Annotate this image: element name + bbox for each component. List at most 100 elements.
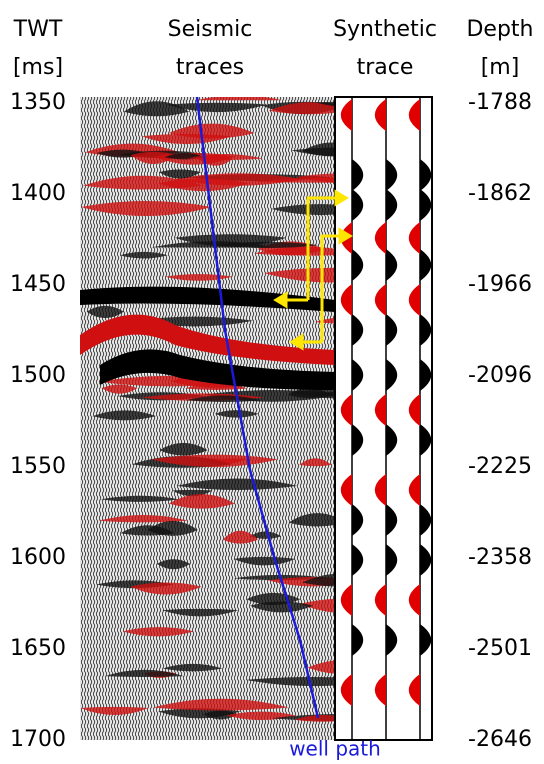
reflector (123, 101, 190, 117)
reflector (166, 102, 267, 113)
reflector (249, 531, 282, 539)
well-path (195, 96, 320, 719)
trace-lobe (352, 314, 364, 346)
reflector (100, 495, 180, 502)
trace-lobe (352, 359, 364, 391)
trace-lobe (374, 584, 386, 616)
annotation: well path (289, 737, 381, 761)
trace-lobe (340, 394, 352, 426)
twt-tick-label: 1600 (10, 545, 66, 570)
trace-lobe (352, 159, 364, 191)
trace-lobe (408, 99, 420, 131)
trace-lobe (408, 222, 420, 254)
arrows (273, 189, 353, 351)
synthetic-panel (334, 96, 433, 741)
trace-lobe (340, 99, 352, 131)
reflector (122, 627, 195, 637)
trace-lobe (386, 359, 398, 391)
trace-lobe (340, 584, 352, 616)
trace-lobe (408, 284, 420, 316)
reflector (215, 241, 320, 249)
arrow-head (273, 291, 288, 309)
reflector (161, 608, 239, 617)
trace-lobe (420, 544, 432, 576)
reflector (119, 251, 168, 259)
trace-lobe (340, 474, 352, 506)
trace-lobe (386, 159, 398, 191)
trace-lobe (420, 159, 432, 191)
reflector (198, 155, 233, 166)
depth-tick-label: -2646 (468, 727, 532, 752)
reflector (268, 102, 335, 115)
header-depth: Depth (466, 17, 533, 42)
reflector (176, 478, 298, 491)
trace-lobe (340, 284, 352, 316)
header-synthetic-2: trace (357, 55, 414, 80)
trace-lobe (386, 424, 398, 456)
reflector (288, 513, 335, 527)
twt-tick-label: 1350 (10, 90, 66, 115)
reflector (271, 204, 335, 216)
reflector (164, 274, 234, 281)
depth-tick-label: -1862 (468, 181, 532, 206)
reflector (158, 169, 201, 179)
trace-lobe (352, 624, 364, 656)
reflector (86, 305, 124, 319)
reflector (156, 559, 191, 570)
trace-lobe (408, 394, 420, 426)
arrow-head (334, 189, 349, 207)
trace-lobe (386, 249, 398, 281)
trace-lobe (386, 544, 398, 576)
header-twt: TWT (13, 17, 63, 42)
depth-tick-label: -2358 (468, 545, 532, 570)
reflector (101, 384, 138, 394)
trace-lobe (420, 424, 432, 456)
trace-lobe (386, 624, 398, 656)
trace-lobe (374, 222, 386, 254)
trace-lobe (420, 249, 432, 281)
twt-tick-label: 1550 (10, 454, 66, 479)
reflector (185, 395, 262, 403)
depth-tick-label: -2225 (468, 454, 532, 479)
trace-lobe (374, 284, 386, 316)
trace-lobe (374, 99, 386, 131)
trace-lobe (340, 674, 352, 706)
header-depth-unit: [m] (481, 55, 520, 80)
trace-lobe (352, 189, 364, 221)
reflector (141, 133, 232, 145)
reflector (168, 494, 235, 509)
depth-tick-label: -1966 (468, 272, 532, 297)
reflector (287, 388, 331, 399)
reflector (222, 530, 258, 544)
trace-lobe (374, 674, 386, 706)
reflector (307, 660, 335, 674)
reflector (196, 97, 282, 101)
arrow-line (306, 196, 335, 300)
reflector (105, 669, 184, 677)
twt-tick-label: 1700 (10, 727, 66, 752)
twt-tick-label: 1450 (10, 272, 66, 297)
reflector (80, 314, 335, 365)
reflector (80, 201, 212, 216)
arrow-head (338, 227, 353, 245)
reflector (80, 286, 335, 312)
arrow-line (320, 234, 340, 342)
depth-tick-label: -1788 (468, 90, 532, 115)
arrow-head (289, 333, 304, 351)
trace-lobe (408, 674, 420, 706)
reflector (299, 598, 335, 613)
reflector (233, 556, 296, 566)
reflector (120, 525, 175, 536)
twt-tick-label: 1500 (10, 363, 66, 388)
reflector (159, 442, 208, 456)
reflector (314, 101, 335, 107)
reflector (98, 515, 189, 523)
reflector (263, 267, 335, 283)
trace-lobe (408, 584, 420, 616)
reflector (203, 710, 238, 720)
trace-lobe (352, 424, 364, 456)
trace-lobe (408, 474, 420, 506)
seismic-panel (80, 97, 335, 740)
header-twt-unit: [ms] (13, 55, 63, 80)
